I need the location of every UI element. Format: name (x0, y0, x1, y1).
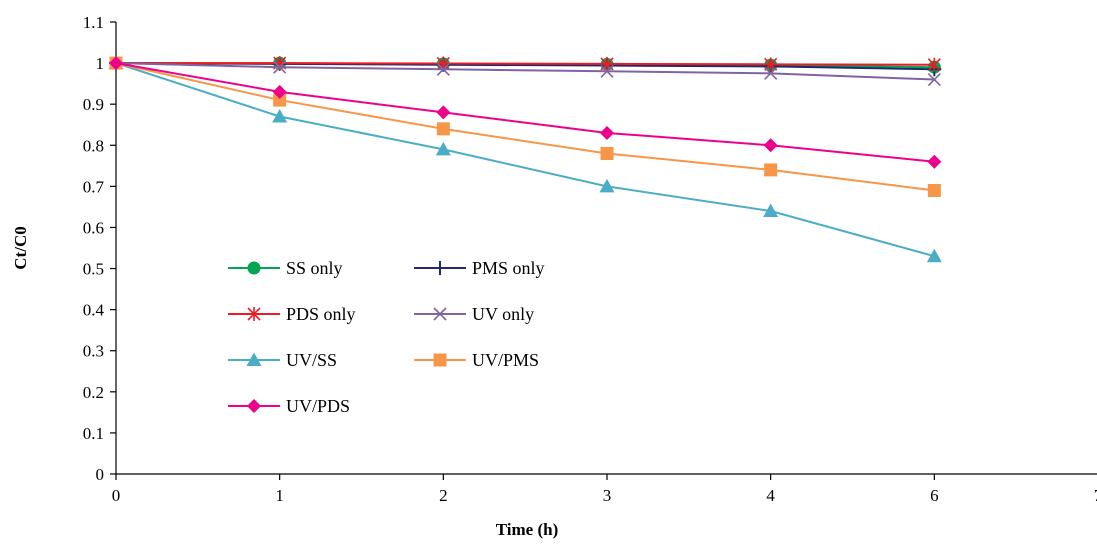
data-point-uv-only (600, 64, 614, 78)
data-point-uv-pds (272, 84, 287, 99)
y-axis-ticks: 0 0.1 0.2 0.3 0.4 0.5 0.6 0.7 0.8 0.9 1 1.1 (83, 13, 116, 484)
data-point-uv-pms (436, 122, 450, 136)
y-tick-label: 0.3 (83, 342, 104, 361)
data-point-uv-pds (763, 138, 778, 153)
x-tick-label: 6 (930, 486, 939, 505)
x-tick-label: 0 (112, 486, 121, 505)
data-point-uv-pms (927, 183, 941, 197)
data-point-uv-pds (600, 125, 614, 140)
legend-item-uv-only: UV only (414, 304, 534, 324)
legend-item-pms-only: PMS only (414, 258, 545, 278)
y-tick-label: 0.6 (83, 218, 104, 237)
y-tick-label: 0.7 (83, 177, 105, 196)
data-point-uv-pds (927, 154, 942, 169)
legend-marker-uv-pms (433, 353, 447, 367)
legend: SS only PMS only PDS only UV only UV/SS UV/PM… (228, 258, 545, 416)
series-line-uv-pms (115, 62, 935, 192)
legend-marker-uv-ss (246, 352, 262, 366)
legend-label-uv-only: UV only (472, 304, 534, 324)
x-tick-label: 3 (603, 486, 612, 505)
data-point-uv-pds (109, 56, 123, 71)
y-axis-title: Ct/C0 (11, 226, 30, 269)
data-point-uv-ss (599, 178, 615, 193)
y-tick-label: 0.2 (83, 383, 104, 402)
x-axis-title: Time (h) (496, 520, 559, 539)
series-line-uv-ss (115, 62, 935, 258)
series-uv-ss (108, 55, 942, 263)
legend-label-ss-only: SS only (286, 258, 343, 278)
x-tick-label: 2 (439, 486, 448, 505)
data-point-uv-pms (273, 93, 287, 107)
y-tick-label: 0 (96, 465, 105, 484)
data-point-uv-ss (926, 248, 942, 263)
y-tick-label: 1 (96, 54, 105, 73)
x-tick-label: 4 (766, 486, 775, 505)
legend-label-pms-only: PMS only (472, 258, 545, 278)
data-point-pds-only (927, 57, 941, 72)
x-axis-ticks: 0 1 2 3 4 6 7 (112, 474, 1097, 505)
y-tick-label: 0.5 (83, 260, 104, 279)
x-tick-label: 1 (275, 486, 284, 505)
data-point-uv-pds (436, 105, 451, 120)
data-point-uv-ss (435, 141, 451, 156)
legend-marker-uv-pds (247, 399, 261, 413)
legend-marker-pms-only (433, 261, 447, 275)
y-tick-label: 0.9 (83, 95, 104, 114)
legend-label-uv-pds: UV/PDS (286, 396, 350, 416)
data-point-uv-ss (272, 109, 288, 123)
y-tick-label: 0.1 (83, 424, 104, 443)
legend-item-uv-pds: UV/PDS (228, 396, 350, 416)
series-uv-pds (109, 56, 942, 169)
y-tick-label: 0.8 (83, 136, 104, 155)
series-uv-pms (109, 56, 941, 197)
legend-label-pds-only: PDS only (286, 304, 356, 324)
legend-marker-pds-only (247, 307, 261, 321)
series-line-uv-pds (115, 62, 935, 163)
series-line-pds-only (116, 62, 935, 66)
legend-marker-ss-only (247, 261, 261, 275)
series-uv-only (109, 56, 941, 87)
data-point-uv-only (927, 72, 941, 87)
data-point-uv-only (436, 62, 450, 76)
data-point-uv-only (764, 66, 778, 80)
data-point-uv-pms (764, 163, 778, 177)
x-tick-label: 7 (1094, 486, 1097, 505)
legend-item-uv-pms: UV/PMS (414, 350, 539, 370)
series-group (108, 55, 942, 263)
legend-marker-uv-only (433, 307, 447, 321)
series-line-uv-only (115, 62, 935, 81)
data-point-uv-pms (600, 146, 614, 160)
legend-label-uv-pms: UV/PMS (472, 350, 539, 370)
legend-item-uv-ss: UV/SS (228, 350, 337, 370)
y-tick-label: 0.4 (83, 301, 105, 320)
legend-label-uv-ss: UV/SS (286, 350, 337, 370)
data-point-uv-only (273, 60, 287, 74)
legend-item-ss-only: SS only (228, 258, 343, 278)
legend-item-pds-only: PDS only (228, 304, 356, 324)
y-tick-label: 1.1 (83, 13, 104, 32)
data-point-uv-ss (763, 203, 779, 218)
